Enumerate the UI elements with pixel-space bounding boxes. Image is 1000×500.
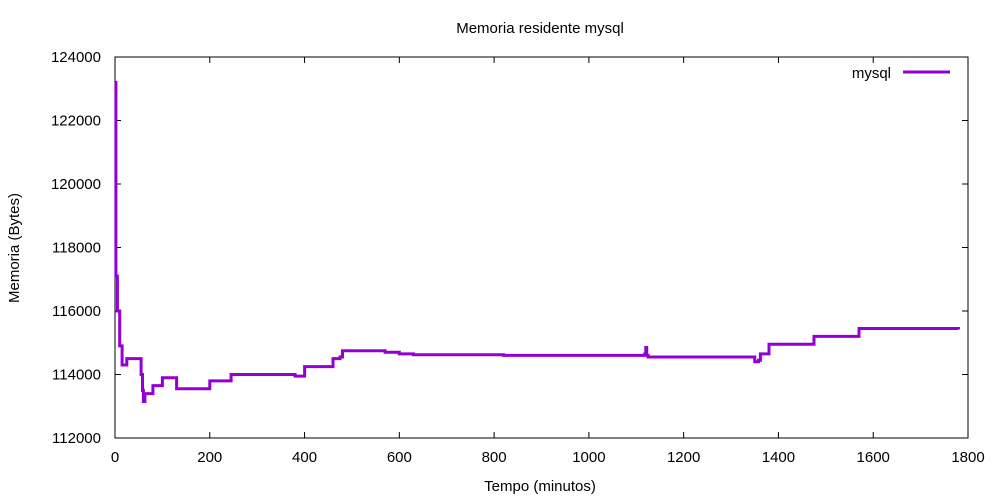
y-axis-title: Memoria (Bytes) (6, 193, 23, 303)
y-tick-label: 118000 (52, 240, 101, 257)
x-tick-label: 0 (111, 449, 119, 466)
x-axis-ticks: 0 200 400 600 800 1000 1200 1400 1600 1800 (111, 57, 985, 466)
y-tick-label: 116000 (52, 303, 101, 320)
x-tick-label: 1000 (572, 449, 605, 466)
x-tick-label: 200 (197, 449, 222, 466)
y-tick-label: 124000 (51, 49, 101, 66)
series-line-mysql (114, 80, 960, 403)
y-tick-label: 120000 (51, 176, 101, 193)
x-tick-label: 1400 (762, 449, 795, 466)
x-tick-label: 600 (387, 449, 412, 466)
y-tick-label: 114000 (52, 367, 101, 384)
x-tick-label: 800 (482, 449, 507, 466)
plot-frame (114, 56, 969, 439)
legend-label-mysql: mysql (852, 65, 891, 82)
y-tick-label: 112000 (52, 430, 101, 447)
legend: mysql (852, 65, 950, 82)
x-tick-label: 1200 (667, 449, 700, 466)
x-tick-label: 1600 (857, 449, 890, 466)
chart-title: Memoria residente mysql (456, 20, 624, 37)
x-tick-label: 1800 (951, 449, 984, 466)
x-tick-label: 400 (292, 449, 317, 466)
x-axis-title: Tempo (minutos) (484, 478, 596, 495)
series-layer (114, 80, 960, 403)
y-tick-label: 122000 (51, 113, 101, 130)
y-axis-ticks: 112000 114000 116000 118000 120000 122000 1240… (51, 49, 968, 447)
